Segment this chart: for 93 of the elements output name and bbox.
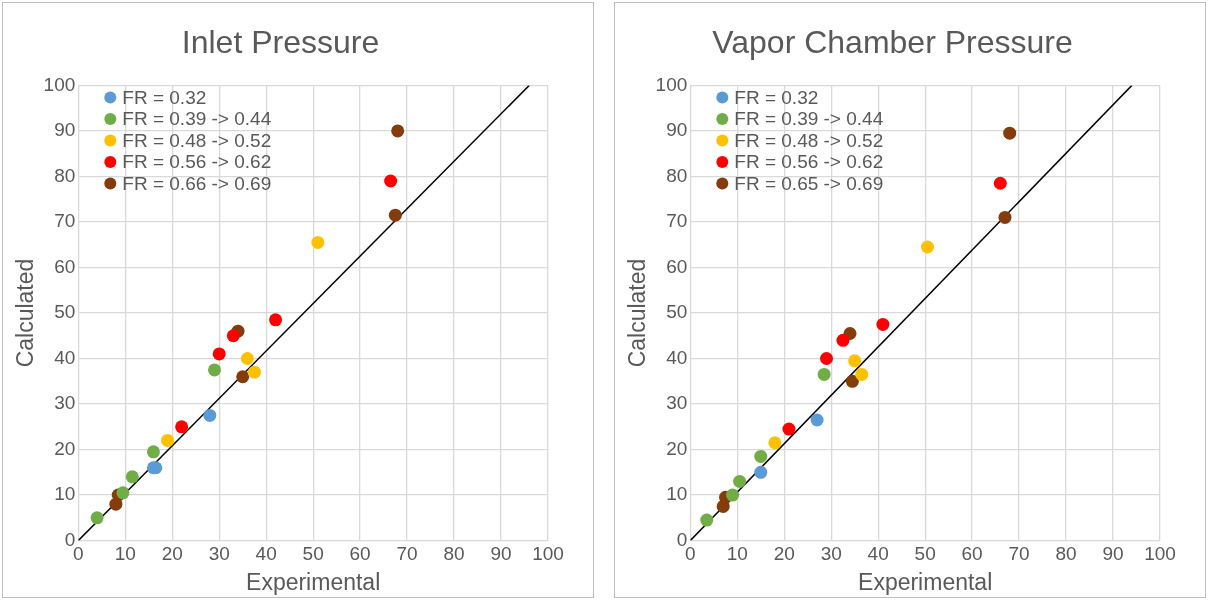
point — [810, 413, 824, 427]
point — [754, 449, 768, 463]
point — [820, 352, 834, 366]
point — [203, 408, 217, 422]
x-tick-label: 70 — [396, 543, 418, 565]
x-tick-label: 30 — [820, 543, 842, 565]
y-tick-label: 40 — [666, 346, 688, 368]
point — [384, 174, 398, 188]
chart-title: Vapor Chamber Pressure — [712, 24, 1073, 61]
y-tick-label: 60 — [666, 255, 688, 277]
y-tick-label: 50 — [666, 301, 688, 323]
x-tick-label: 40 — [255, 543, 277, 565]
point — [817, 367, 831, 381]
y-tick-label: 100 — [43, 73, 76, 95]
legend-label: FR = 0.48 -> 0.52 — [734, 129, 884, 151]
legend-label: FR = 0.32 — [122, 86, 207, 108]
point — [848, 354, 862, 368]
x-tick-label: 100 — [1144, 543, 1176, 565]
point — [876, 317, 890, 331]
point — [208, 363, 222, 377]
point — [146, 445, 160, 459]
y-tick-label: 10 — [54, 483, 76, 505]
y-tick-label: 30 — [54, 392, 76, 414]
y-tick-label: 60 — [54, 255, 76, 277]
point — [311, 235, 325, 249]
y-tick-label: 70 — [666, 210, 688, 232]
point — [836, 333, 850, 347]
point — [700, 513, 714, 527]
point — [388, 208, 402, 222]
point — [175, 420, 189, 434]
legend-label: FR = 0.66 -> 0.69 — [122, 172, 272, 194]
y-axis-title: Calculated — [624, 258, 651, 368]
point — [212, 347, 226, 361]
legend-label: FR = 0.32 — [734, 86, 819, 108]
point — [845, 374, 859, 388]
legend-label: FR = 0.65 -> 0.69 — [734, 172, 884, 194]
y-tick-label: 70 — [54, 210, 76, 232]
x-tick-label: 10 — [114, 543, 136, 565]
legend-label: FR = 0.56 -> 0.62 — [122, 151, 272, 173]
x-tick-label: 100 — [532, 543, 564, 565]
y-tick-label: 90 — [666, 119, 688, 141]
point — [998, 210, 1012, 224]
y-tick-label: 20 — [666, 437, 688, 459]
point — [855, 367, 869, 381]
y-tick-label: 80 — [666, 164, 688, 186]
point — [768, 436, 782, 450]
point — [125, 470, 139, 484]
legend-label: FR = 0.39 -> 0.44 — [122, 108, 272, 130]
y-tick-label: 100 — [655, 73, 688, 95]
point — [733, 474, 747, 488]
point — [161, 433, 175, 447]
point — [921, 240, 934, 254]
x-tick-label: 60 — [961, 543, 983, 565]
y-tick-label: 40 — [54, 346, 76, 368]
x-tick-label: 50 — [914, 543, 936, 565]
x-tick-label: 10 — [726, 543, 748, 565]
x-tick-label: 50 — [302, 543, 324, 565]
point — [391, 124, 405, 138]
x-tick-label: 90 — [1102, 543, 1124, 565]
y-tick-label: 50 — [54, 301, 76, 323]
y-axis-title: Calculated — [12, 258, 39, 368]
y-tick-label: 10 — [666, 483, 688, 505]
x-tick-label: 20 — [773, 543, 795, 565]
point — [236, 370, 250, 384]
y-tick-label: 90 — [54, 119, 76, 141]
point — [116, 486, 130, 500]
legend-label: FR = 0.56 -> 0.62 — [734, 151, 884, 173]
point — [993, 176, 1007, 190]
x-tick-label: 20 — [161, 543, 183, 565]
x-tick-label: 90 — [490, 543, 512, 565]
x-tick-label: 80 — [1055, 543, 1077, 565]
legend-label: FR = 0.39 -> 0.44 — [734, 108, 884, 130]
legend-label: FR = 0.48 -> 0.52 — [122, 129, 272, 151]
point — [226, 329, 240, 343]
x-tick-label: 30 — [208, 543, 230, 565]
x-tick-label: 80 — [443, 543, 465, 565]
point — [240, 352, 254, 366]
y-tick-label: 20 — [54, 437, 76, 459]
x-tick-label: 60 — [349, 543, 371, 565]
point — [90, 511, 104, 525]
point — [1003, 126, 1017, 140]
x-axis-title: Experimental — [858, 568, 993, 595]
x-tick-label: 40 — [867, 543, 889, 565]
x-axis-title: Experimental — [246, 568, 381, 595]
point — [754, 465, 768, 479]
chart-title: Inlet Pressure — [181, 24, 380, 61]
point — [726, 488, 740, 502]
x-tick-label: 70 — [1008, 543, 1030, 565]
y-tick-label: 80 — [54, 164, 76, 186]
point — [247, 365, 261, 379]
y-tick-label: 30 — [666, 392, 688, 414]
point — [269, 313, 283, 327]
point — [782, 422, 796, 436]
